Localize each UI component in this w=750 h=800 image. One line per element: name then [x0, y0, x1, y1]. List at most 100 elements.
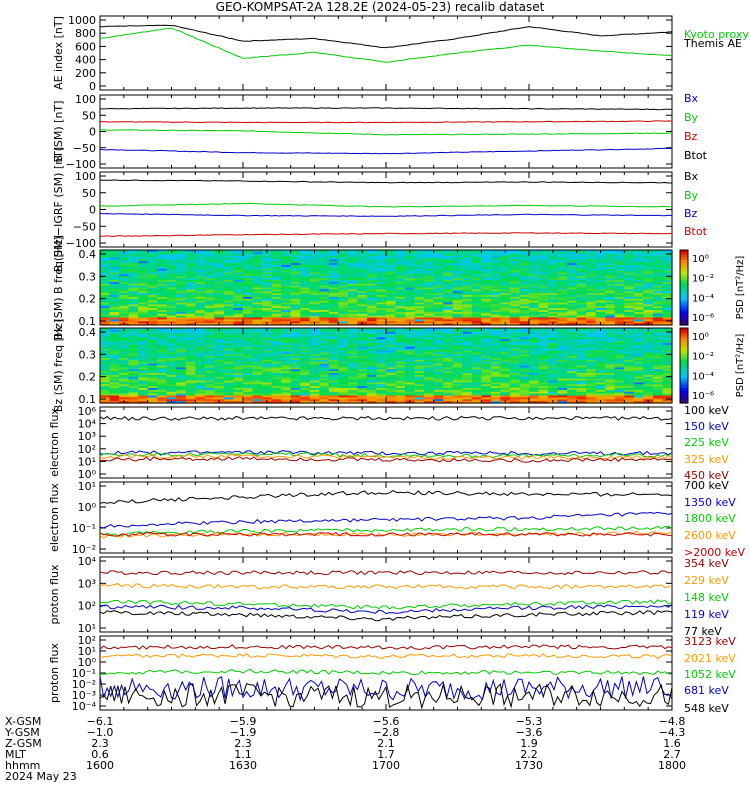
heatmap-cell-3-49-25: [567, 296, 578, 300]
heatmap-cell-3-49-23: [567, 293, 578, 296]
heatmap-cell-4-8-21: [176, 367, 187, 370]
heatmap-cell-3-3-34: [128, 313, 139, 317]
heatmap-cell-4-33-17: [414, 359, 425, 363]
heatmap-cell-3-5-15: [147, 278, 158, 281]
heatmap-cell-4-52-32: [595, 388, 606, 391]
heatmap-cell-4-10-9: [195, 344, 206, 348]
heatmap-cell-3-45-6: [529, 261, 540, 264]
heatmap-cell-3-7-24: [166, 295, 177, 298]
heatmap-cell-4-22-22: [309, 369, 320, 372]
heatmap-cell-3-25-25: [338, 296, 349, 300]
heatmap-cell-4-7-24: [166, 373, 177, 376]
heatmap-cell-3-36-28: [443, 302, 454, 305]
heatmap-cell-3-1-8: [109, 265, 120, 268]
heatmap-cell-4-19-13: [281, 352, 292, 355]
heatmap-cell-4-42-28: [500, 380, 511, 383]
heatmap-cell-3-21-27: [300, 300, 311, 304]
heatmap-cell-4-44-15: [519, 356, 530, 359]
heatmap-cell-3-56-2: [633, 253, 644, 257]
heatmap-cell-4-6-22: [157, 369, 168, 372]
heatmap-cell-4-48-27: [557, 378, 568, 382]
y-tick-label-0-0: 1000: [68, 14, 96, 27]
heatmap-cell-3-6-3: [157, 255, 168, 259]
heatmap-cell-3-52-15: [595, 278, 606, 281]
heatmap-cell-4-0-27: [100, 378, 111, 382]
heatmap-cell-3-4-16: [138, 280, 149, 283]
heatmap-cell-4-14-34: [233, 391, 244, 395]
heatmap-cell-3-35-14: [433, 276, 444, 279]
heatmap-cell-4-14-26: [233, 376, 244, 380]
heatmap-cell-3-11-14: [204, 276, 215, 279]
heatmap-cell-3-2-21: [119, 289, 130, 292]
heatmap-cell-3-30-22: [386, 291, 397, 294]
heatmap-cell-4-22-8: [309, 343, 320, 346]
heatmap-cell-3-10-9: [195, 266, 206, 270]
heatmap-cell-4-5-34: [147, 391, 158, 395]
heatmap-cell-3-56-5: [633, 259, 644, 262]
heatmap-cell-3-46-1: [538, 251, 549, 255]
heatmap-cell-3-40-38: [481, 321, 492, 324]
heatmap-cell-4-46-19: [538, 363, 549, 367]
heatmap-cell-4-18-22: [271, 369, 282, 372]
heatmap-cell-4-5-23: [147, 371, 158, 374]
heatmap-cell-4-18-25: [271, 374, 282, 378]
heatmap-cell-4-32-31: [405, 386, 416, 389]
heatmap-cell-4-55-14: [624, 354, 635, 357]
heatmap-cell-3-6-15: [157, 278, 168, 281]
heatmap-cell-4-29-28: [376, 380, 387, 383]
heatmap-cell-3-49-19: [567, 285, 578, 289]
heatmap-cell-3-15-24: [243, 295, 254, 298]
heatmap-cell-4-6-38: [157, 399, 168, 402]
heatmap-cell-4-18-18: [271, 361, 282, 365]
heatmap-cell-4-50-35: [576, 393, 587, 397]
heatmap-cell-3-28-24: [366, 295, 377, 298]
heatmap-cell-3-25-30: [338, 306, 349, 309]
heatmap-cell-4-55-0: [624, 328, 635, 331]
heatmap-cell-3-31-34: [395, 313, 406, 317]
colorbar-cell-3-17: [680, 292, 688, 296]
heatmap-cell-3-35-13: [433, 274, 444, 277]
heatmap-cell-4-49-34: [567, 391, 578, 395]
heatmap-cell-3-53-10: [605, 268, 616, 272]
heatmap-cell-4-45-37: [529, 397, 540, 400]
heatmap-cell-3-20-12: [290, 272, 301, 275]
heatmap-cell-4-8-6: [176, 339, 187, 342]
heatmap-cell-4-46-9: [538, 344, 549, 348]
heatmap-cell-3-7-31: [166, 308, 177, 311]
heatmap-cell-4-31-16: [395, 358, 406, 361]
heatmap-cell-3-26-38: [347, 321, 358, 324]
heatmap-cell-4-19-4: [281, 335, 292, 338]
heatmap-cell-3-34-25: [424, 296, 435, 300]
heatmap-cell-3-21-28: [300, 302, 311, 305]
heatmap-cell-4-28-31: [366, 386, 377, 389]
heatmap-cell-4-32-34: [405, 391, 416, 395]
heatmap-cell-3-54-15: [614, 278, 625, 281]
heatmap-cell-3-20-18: [290, 283, 301, 287]
heatmap-cell-4-20-18: [290, 361, 301, 365]
heatmap-cell-4-22-3: [309, 333, 320, 337]
heatmap-cell-3-0-39: [100, 323, 111, 326]
heatmap-cell-4-49-14: [567, 354, 578, 357]
heatmap-cell-4-19-9: [281, 344, 292, 348]
heatmap-cell-4-33-21: [414, 367, 425, 370]
heatmap-cell-4-39-39: [471, 401, 482, 404]
heatmap-cell-4-36-4: [443, 335, 454, 338]
heatmap-cell-3-14-35: [233, 315, 244, 319]
heatmap-cell-4-39-35: [471, 393, 482, 397]
heatmap-cell-3-41-32: [490, 310, 501, 313]
heatmap-cell-4-35-20: [433, 365, 444, 368]
heatmap-cell-3-33-35: [414, 315, 425, 319]
heatmap-cell-3-53-37: [605, 319, 616, 322]
heatmap-cell-3-48-5: [557, 259, 568, 262]
heatmap-cell-3-15-33: [243, 311, 254, 315]
heatmap-cell-4-10-33: [195, 389, 206, 393]
heatmap-cell-4-44-36: [519, 395, 530, 398]
heatmap-cell-3-14-38: [233, 321, 244, 324]
heatmap-cell-4-5-26: [147, 376, 158, 380]
heatmap-cell-4-41-34: [490, 391, 501, 395]
heatmap-cell-4-11-29: [204, 382, 215, 385]
heatmap-cell-4-17-29: [262, 382, 273, 385]
heatmap-cell-3-8-35: [176, 315, 187, 319]
heatmap-cell-3-1-25: [109, 296, 120, 300]
heatmap-cell-3-56-38: [633, 321, 644, 324]
